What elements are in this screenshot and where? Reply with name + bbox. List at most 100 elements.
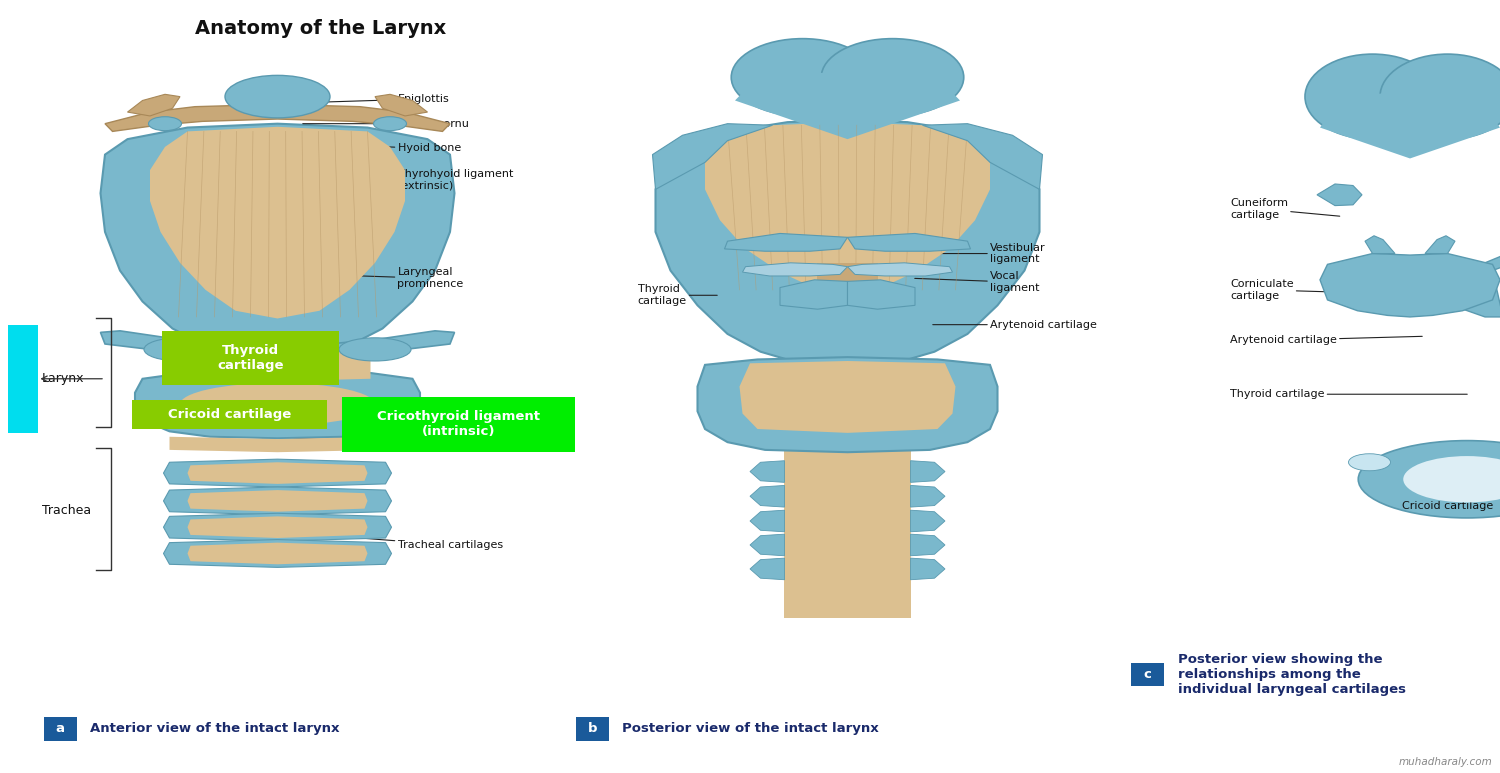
- Text: Tracheal cartilages: Tracheal cartilages: [303, 533, 502, 550]
- Polygon shape: [742, 263, 847, 276]
- Text: Epiglottis: Epiglottis: [1410, 90, 1461, 121]
- Polygon shape: [652, 124, 772, 189]
- FancyBboxPatch shape: [44, 717, 76, 741]
- Text: Anterior view of the intact larynx: Anterior view of the intact larynx: [90, 723, 339, 735]
- Text: Cricoid
cartilage: Cricoid cartilage: [813, 420, 862, 451]
- Text: Thyroid
cartilage: Thyroid cartilage: [217, 344, 284, 372]
- Polygon shape: [128, 94, 180, 116]
- Text: Trachea: Trachea: [42, 504, 92, 516]
- Polygon shape: [910, 558, 945, 580]
- Text: Vocal
ligament: Vocal ligament: [915, 271, 1040, 293]
- Polygon shape: [847, 280, 915, 309]
- Polygon shape: [164, 513, 392, 541]
- Text: Cricothyroid ligament
(intrinsic): Cricothyroid ligament (intrinsic): [376, 410, 540, 438]
- Polygon shape: [750, 534, 784, 556]
- Polygon shape: [910, 485, 945, 507]
- Polygon shape: [188, 516, 368, 538]
- Polygon shape: [750, 485, 784, 507]
- Polygon shape: [750, 510, 784, 532]
- Polygon shape: [750, 558, 784, 580]
- Ellipse shape: [822, 39, 963, 116]
- Polygon shape: [375, 94, 427, 116]
- Polygon shape: [1320, 254, 1500, 317]
- Ellipse shape: [1348, 454, 1390, 471]
- Polygon shape: [780, 280, 847, 309]
- Polygon shape: [1317, 184, 1362, 206]
- Polygon shape: [910, 510, 945, 532]
- Polygon shape: [188, 462, 368, 484]
- Text: Cricoid cartilage: Cricoid cartilage: [168, 408, 291, 421]
- FancyBboxPatch shape: [1131, 663, 1164, 686]
- Text: Cricotracheal ligament
(extrinsic): Cricotracheal ligament (extrinsic): [285, 422, 525, 444]
- Polygon shape: [847, 233, 970, 251]
- Ellipse shape: [225, 75, 330, 117]
- Polygon shape: [818, 263, 878, 305]
- FancyBboxPatch shape: [576, 717, 609, 741]
- Ellipse shape: [1380, 54, 1500, 139]
- Polygon shape: [922, 124, 1042, 189]
- Text: Anatomy of the Larynx: Anatomy of the Larynx: [195, 19, 447, 39]
- Polygon shape: [698, 357, 998, 452]
- Text: a: a: [56, 723, 64, 735]
- Text: Vestibular
ligament: Vestibular ligament: [930, 243, 1046, 264]
- Polygon shape: [100, 331, 454, 359]
- Text: Cricoid cartilage: Cricoid cartilage: [1402, 482, 1494, 511]
- Polygon shape: [188, 543, 368, 564]
- Ellipse shape: [730, 39, 873, 116]
- Polygon shape: [164, 540, 392, 567]
- Ellipse shape: [144, 338, 216, 361]
- Polygon shape: [188, 490, 368, 512]
- Text: Hyoid bone: Hyoid bone: [285, 143, 460, 153]
- Polygon shape: [164, 487, 392, 515]
- Ellipse shape: [1404, 456, 1500, 502]
- Polygon shape: [105, 104, 450, 131]
- Ellipse shape: [1365, 112, 1455, 151]
- Polygon shape: [164, 459, 392, 487]
- Ellipse shape: [1305, 54, 1440, 139]
- Text: Laryngeal
prominence: Laryngeal prominence: [296, 267, 464, 289]
- Text: Thyroid cartilage: Thyroid cartilage: [1230, 390, 1467, 399]
- Text: Cuneiform
cartilage: Cuneiform cartilage: [1230, 198, 1340, 220]
- Polygon shape: [750, 461, 784, 482]
- Ellipse shape: [789, 77, 906, 124]
- Text: b: b: [588, 723, 597, 735]
- Ellipse shape: [1359, 441, 1500, 518]
- Polygon shape: [150, 127, 405, 318]
- Polygon shape: [735, 71, 960, 139]
- FancyBboxPatch shape: [8, 325, 38, 433]
- Ellipse shape: [148, 117, 182, 131]
- Text: c: c: [1143, 669, 1152, 681]
- Polygon shape: [1425, 236, 1455, 254]
- Text: Corniculate
cartilage: Corniculate cartilage: [1230, 279, 1392, 301]
- Polygon shape: [100, 124, 454, 359]
- Text: Arytenoid cartilage: Arytenoid cartilage: [933, 320, 1096, 329]
- Ellipse shape: [339, 338, 411, 361]
- Polygon shape: [170, 437, 386, 452]
- Ellipse shape: [242, 338, 314, 361]
- Text: Larynx: Larynx: [42, 373, 84, 385]
- Text: muhadharaly.com: muhadharaly.com: [1398, 757, 1492, 767]
- FancyBboxPatch shape: [132, 400, 327, 429]
- Polygon shape: [705, 122, 990, 290]
- Polygon shape: [1320, 91, 1500, 158]
- Polygon shape: [656, 120, 1040, 365]
- Polygon shape: [784, 450, 910, 618]
- Polygon shape: [910, 534, 945, 556]
- Text: Posterior view of the intact larynx: Posterior view of the intact larynx: [622, 723, 879, 735]
- Polygon shape: [184, 349, 370, 381]
- Polygon shape: [910, 461, 945, 482]
- Polygon shape: [1452, 155, 1500, 317]
- Polygon shape: [847, 263, 952, 276]
- Text: Arytenoid cartilage: Arytenoid cartilage: [1230, 335, 1422, 345]
- Ellipse shape: [180, 383, 375, 425]
- Text: Posterior view showing the
relationships among the
individual laryngeal cartilag: Posterior view showing the relationships…: [1178, 653, 1406, 696]
- FancyBboxPatch shape: [162, 331, 339, 385]
- Ellipse shape: [374, 117, 406, 131]
- Text: Epiglottis: Epiglottis: [327, 94, 450, 104]
- Polygon shape: [740, 361, 956, 433]
- Polygon shape: [724, 233, 848, 251]
- Text: Thyroid
cartilage: Thyroid cartilage: [638, 284, 717, 306]
- FancyBboxPatch shape: [342, 397, 574, 452]
- Text: Epiglottis: Epiglottis: [795, 69, 846, 91]
- Polygon shape: [1365, 236, 1395, 254]
